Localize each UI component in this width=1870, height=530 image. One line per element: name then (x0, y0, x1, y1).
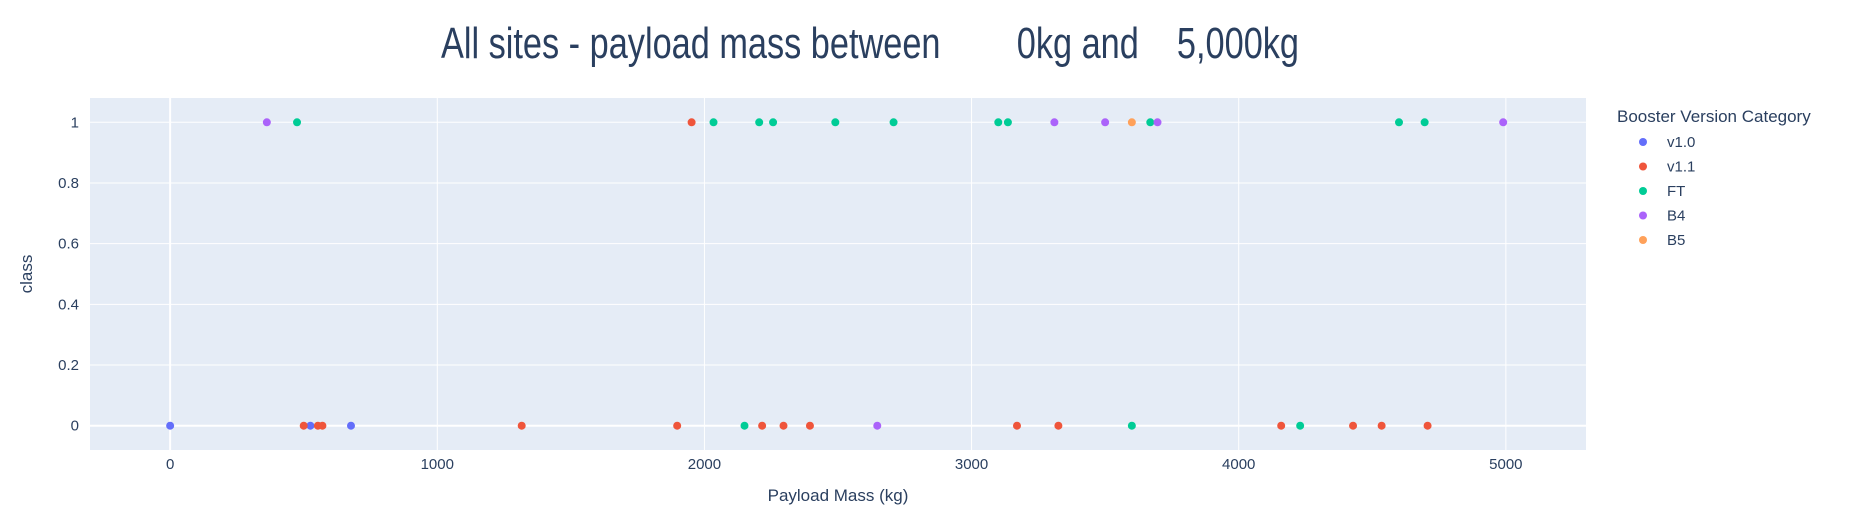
data-point-ft[interactable] (889, 118, 898, 127)
data-point-v1-1[interactable] (1277, 421, 1286, 430)
x-tick-label: 4000 (1222, 456, 1255, 473)
data-point-ft[interactable] (740, 421, 749, 430)
legend-marker (1639, 162, 1647, 171)
y-tick-labels: 0 0.2 0.4 0.6 0.8 1 (58, 114, 79, 434)
data-point-ft[interactable] (769, 118, 778, 127)
legend-marker (1639, 211, 1647, 220)
data-point-b4[interactable] (873, 421, 882, 430)
legend-label: v1.0 (1667, 134, 1695, 151)
data-point-ft[interactable] (1146, 118, 1155, 127)
data-point-ft[interactable] (831, 118, 840, 127)
x-tick-label: 1000 (421, 456, 454, 473)
y-gridlines (90, 121, 1586, 427)
legend-label: v1.1 (1667, 159, 1695, 176)
data-point-ft[interactable] (1296, 421, 1305, 430)
y-tick-label: 0.6 (58, 236, 79, 253)
legend-item-ft[interactable]: FT (1639, 183, 1685, 200)
legend-marker (1639, 187, 1647, 195)
legend-marker (1639, 236, 1647, 244)
data-point-v1-1[interactable] (1377, 421, 1386, 430)
data-point-b4[interactable] (1050, 118, 1059, 127)
data-point-v1-1[interactable] (299, 421, 308, 430)
legend[interactable]: v1.0 v1.1 FT B4 B5 (1639, 134, 1695, 249)
data-point-ft[interactable] (1395, 118, 1403, 127)
data-point-ft[interactable] (293, 118, 302, 127)
data-point-b4[interactable] (1153, 118, 1162, 127)
data-point-v1-1[interactable] (758, 421, 767, 430)
data-point-b4[interactable] (262, 118, 271, 127)
data-point-v1-1[interactable] (779, 421, 788, 430)
x-tick-label: 5000 (1489, 456, 1522, 473)
y-tick-label: 0 (71, 418, 79, 435)
legend-item-v1-0[interactable]: v1.0 (1639, 134, 1695, 151)
legend-title: Booster Version Category (1617, 107, 1811, 126)
x-gridlines (169, 98, 1507, 450)
plot-area (90, 98, 1586, 450)
data-point-ft[interactable] (1420, 118, 1429, 127)
data-point-b5[interactable] (1127, 118, 1136, 127)
data-point-v1-1[interactable] (805, 421, 814, 430)
legend-marker (1639, 138, 1647, 146)
data-point-v1-1[interactable] (1349, 421, 1358, 430)
legend-label: B4 (1667, 208, 1685, 225)
x-tick-label: 0 (166, 456, 174, 473)
data-points (166, 118, 1508, 430)
data-point-v1-0[interactable] (346, 421, 355, 430)
x-tick-label: 3000 (955, 456, 988, 473)
y-tick-label: 0.8 (58, 175, 79, 192)
x-tick-label: 2000 (688, 456, 721, 473)
data-point-ft[interactable] (994, 118, 1003, 127)
data-point-v1-1[interactable] (1423, 421, 1432, 430)
legend-item-b5[interactable]: B5 (1639, 232, 1685, 249)
legend-item-v1-1[interactable]: v1.1 (1639, 159, 1695, 176)
data-point-v1-1[interactable] (517, 421, 526, 430)
x-axis-title: Payload Mass (kg) (768, 486, 909, 505)
y-tick-label: 0.4 (58, 296, 79, 313)
data-point-v1-1[interactable] (673, 421, 682, 430)
data-point-v1-1[interactable] (1012, 421, 1021, 430)
data-point-v1-0[interactable] (166, 421, 175, 430)
legend-label: FT (1667, 183, 1685, 200)
data-point-v1-1[interactable] (318, 421, 327, 430)
y-tick-label: 1 (71, 114, 79, 131)
y-axis-title: class (17, 255, 36, 294)
legend-label: B5 (1667, 232, 1685, 249)
y-tick-label: 0.2 (58, 357, 79, 374)
data-point-b4[interactable] (1101, 118, 1110, 127)
x-tick-labels: 0 1000 2000 3000 4000 5000 (166, 456, 1523, 473)
data-point-v1-1[interactable] (687, 118, 696, 127)
data-point-ft[interactable] (709, 118, 718, 127)
data-point-b4[interactable] (1499, 118, 1508, 127)
legend-item-b4[interactable]: B4 (1639, 208, 1685, 225)
data-point-v1-0[interactable] (306, 421, 315, 430)
data-point-ft[interactable] (1003, 118, 1012, 127)
data-point-ft[interactable] (755, 118, 764, 127)
data-point-v1-1[interactable] (1054, 421, 1063, 430)
data-point-ft[interactable] (1127, 421, 1136, 430)
chart-title: All sites - payload mass between 0kg and… (441, 19, 1299, 68)
